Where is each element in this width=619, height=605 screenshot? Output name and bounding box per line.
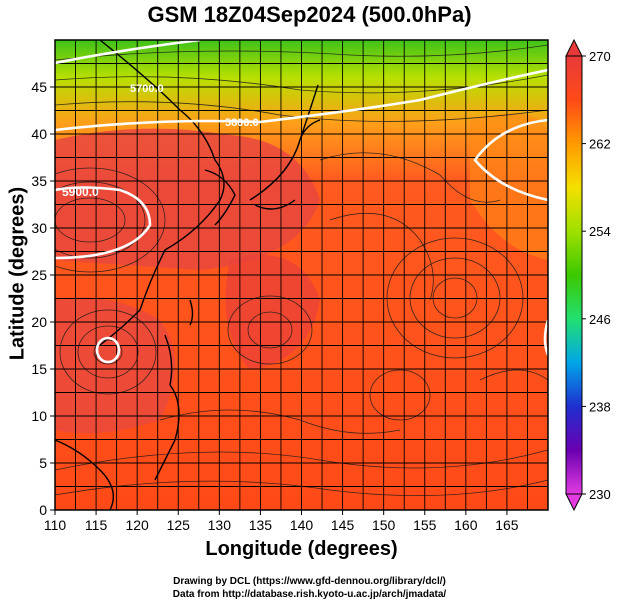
colorbar-tick-label: 262 bbox=[589, 137, 611, 152]
colorbar-tick-label: 270 bbox=[589, 49, 611, 64]
warm-air-mass-south bbox=[55, 297, 175, 434]
contour-typhoon-ring bbox=[95, 336, 121, 364]
x-tick-label: 140 bbox=[290, 517, 314, 533]
coastline-philippines bbox=[154, 334, 180, 481]
contour-5900-west bbox=[55, 186, 152, 260]
y-tick-labels: 0 5 10 15 20 25 30 35 40 45 bbox=[31, 79, 55, 518]
coastline-japan bbox=[249, 84, 321, 210]
colorbar-tick-label: 254 bbox=[589, 224, 611, 239]
y-tick-label: 30 bbox=[31, 220, 47, 236]
contour-label-5700: 5700.0 bbox=[130, 83, 164, 95]
colorbar-tick-label: 246 bbox=[589, 312, 611, 327]
coastline-borneo bbox=[55, 439, 114, 510]
credit-data: Data from http://database.rish.kyoto-u.a… bbox=[172, 589, 447, 600]
coastline-taiwan bbox=[189, 299, 194, 326]
colorbar-top-arrow bbox=[565, 38, 583, 57]
x-tick-label: 130 bbox=[208, 517, 232, 533]
x-tick-label: 145 bbox=[331, 517, 355, 533]
colorbar-tick-label: 238 bbox=[589, 399, 611, 414]
y-tick-label: 5 bbox=[39, 455, 47, 471]
x-axis-label: Longitude (degrees) bbox=[205, 538, 398, 560]
y-tick-label: 45 bbox=[31, 79, 47, 95]
y-tick-label: 20 bbox=[31, 314, 47, 330]
height-contours bbox=[55, 40, 548, 364]
y-tick-label: 35 bbox=[31, 173, 47, 189]
x-tick-label: 110 bbox=[44, 517, 67, 533]
x-tick-labels: 110 115 120 125 130 135 140 145 150 155 160 165 bbox=[44, 510, 519, 533]
x-tick-label: 115 bbox=[85, 517, 108, 533]
y-tick-label: 0 bbox=[39, 502, 47, 518]
contour-5700 bbox=[55, 40, 201, 65]
x-tick-label: 120 bbox=[125, 517, 149, 533]
x-tick-label: 165 bbox=[495, 517, 519, 533]
contour-label-5800: 5800.0 bbox=[225, 117, 259, 129]
colorbar: 270 262 254 246 238 230 bbox=[565, 38, 611, 512]
y-tick-label: 25 bbox=[31, 267, 47, 283]
contour-5800 bbox=[55, 68, 548, 132]
y-axis-label: Latitude (degrees) bbox=[6, 186, 29, 361]
x-tick-label: 160 bbox=[454, 517, 478, 533]
lat-lon-grid bbox=[55, 40, 548, 510]
contour-5900-east bbox=[473, 118, 548, 202]
colorbar-scale bbox=[565, 55, 583, 495]
x-tick-label: 125 bbox=[167, 517, 191, 533]
colorbar-tick-labels: 270 262 254 246 238 230 bbox=[582, 49, 611, 502]
contour-label-5900: 5900.0 bbox=[62, 185, 99, 199]
plot-title: GSM 18Z04Sep2024 (500.0hPa) bbox=[147, 2, 472, 27]
coastline-china bbox=[99, 40, 225, 346]
colorbar-tick-label: 230 bbox=[589, 487, 611, 502]
credit-drawing: Drawing by DCL (https://www.gfd-dennou.o… bbox=[173, 576, 446, 587]
x-tick-label: 135 bbox=[249, 517, 273, 533]
x-tick-label: 155 bbox=[413, 517, 437, 533]
y-tick-label: 10 bbox=[31, 408, 47, 424]
coastlines bbox=[55, 40, 321, 510]
x-tick-label: 150 bbox=[372, 517, 396, 533]
y-tick-label: 40 bbox=[31, 126, 47, 142]
colorbar-bottom-arrow bbox=[565, 493, 583, 512]
warm-air-mass-china bbox=[55, 128, 320, 270]
streamlines bbox=[55, 44, 548, 496]
y-tick-label: 15 bbox=[31, 361, 47, 377]
map-field: 5700.0 5800.0 5900.0 bbox=[55, 40, 548, 510]
coastline-korea bbox=[204, 169, 236, 226]
contour-5900-southeast bbox=[543, 319, 548, 356]
